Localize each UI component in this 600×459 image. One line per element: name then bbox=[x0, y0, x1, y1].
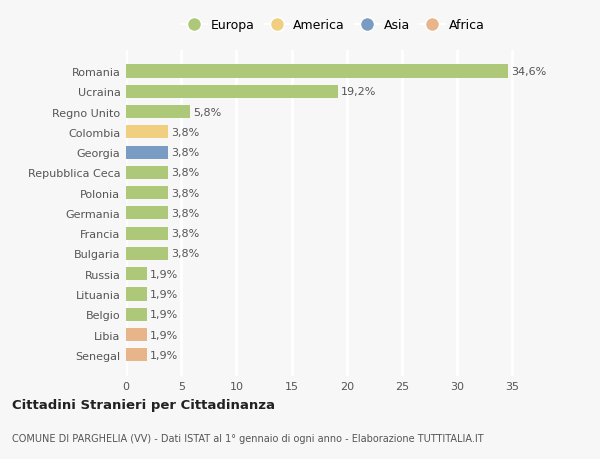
Text: 3,8%: 3,8% bbox=[171, 168, 200, 178]
Text: 3,8%: 3,8% bbox=[171, 188, 200, 198]
Text: Cittadini Stranieri per Cittadinanza: Cittadini Stranieri per Cittadinanza bbox=[12, 398, 275, 412]
Bar bbox=[126, 308, 147, 321]
Bar bbox=[126, 146, 168, 159]
Bar bbox=[126, 167, 168, 179]
Bar bbox=[126, 85, 338, 99]
Text: COMUNE DI PARGHELIA (VV) - Dati ISTAT al 1° gennaio di ogni anno - Elaborazione : COMUNE DI PARGHELIA (VV) - Dati ISTAT al… bbox=[12, 433, 484, 442]
Text: 19,2%: 19,2% bbox=[341, 87, 377, 97]
Text: 1,9%: 1,9% bbox=[150, 350, 179, 360]
Text: 1,9%: 1,9% bbox=[150, 269, 179, 279]
Bar bbox=[126, 126, 168, 139]
Text: 3,8%: 3,8% bbox=[171, 249, 200, 259]
Bar bbox=[126, 288, 147, 301]
Bar bbox=[126, 268, 147, 280]
Bar bbox=[126, 106, 190, 119]
Text: 5,8%: 5,8% bbox=[193, 107, 221, 118]
Text: 3,8%: 3,8% bbox=[171, 208, 200, 218]
Text: 3,8%: 3,8% bbox=[171, 148, 200, 158]
Bar bbox=[126, 247, 168, 260]
Bar bbox=[126, 328, 147, 341]
Bar bbox=[126, 65, 508, 78]
Legend: Europa, America, Asia, Africa: Europa, America, Asia, Africa bbox=[176, 14, 490, 37]
Bar bbox=[126, 348, 147, 362]
Text: 3,8%: 3,8% bbox=[171, 128, 200, 138]
Bar bbox=[126, 207, 168, 220]
Bar bbox=[126, 187, 168, 200]
Bar bbox=[126, 227, 168, 240]
Text: 34,6%: 34,6% bbox=[511, 67, 547, 77]
Text: 1,9%: 1,9% bbox=[150, 289, 179, 299]
Text: 1,9%: 1,9% bbox=[150, 330, 179, 340]
Text: 1,9%: 1,9% bbox=[150, 309, 179, 319]
Text: 3,8%: 3,8% bbox=[171, 229, 200, 239]
